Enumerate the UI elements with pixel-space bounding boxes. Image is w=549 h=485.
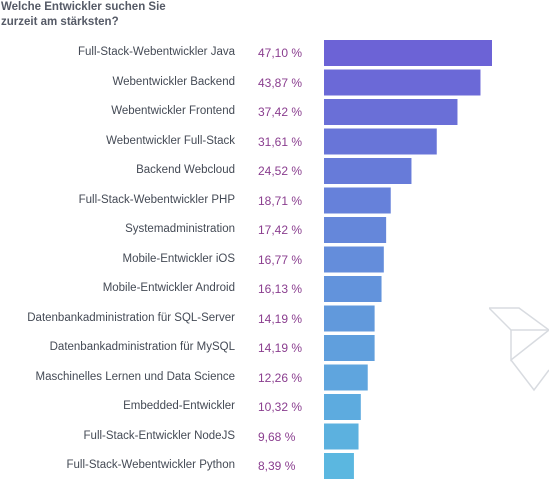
bar xyxy=(324,158,412,184)
bar-label: Full-Stack-Webentwickler Java xyxy=(77,46,235,58)
bar-value-label: 10,32 % xyxy=(258,400,303,414)
bar-label: Backend Webcloud xyxy=(136,164,235,176)
bar xyxy=(324,40,492,66)
bar xyxy=(324,128,437,155)
bar-label: Datenbankadministration für MySQL xyxy=(49,341,235,353)
bar xyxy=(324,217,387,243)
bar xyxy=(324,394,361,420)
bar xyxy=(324,453,354,479)
bar-label: Systemadministration xyxy=(125,223,235,235)
bar-label: Full-Stack-Entwickler NodeJS xyxy=(83,429,235,442)
bar-value-label: 16,13 % xyxy=(258,282,303,296)
bar-value-label: 14,19 % xyxy=(258,341,303,355)
bar xyxy=(324,69,481,96)
chart-title-line-2: zurzeit am stärksten? xyxy=(1,16,119,28)
bar xyxy=(324,364,368,391)
bar-label: Full-Stack-Webentwickler Python xyxy=(66,459,235,471)
bar xyxy=(324,187,391,214)
bar xyxy=(324,305,375,332)
bar-label: Mobile-Entwickler iOS xyxy=(122,252,235,265)
bar-label: Webentwickler Backend xyxy=(112,75,235,88)
bar-label: Webentwickler Full-Stack xyxy=(106,134,235,147)
bar xyxy=(324,246,384,273)
bar-value-label: 37,42 % xyxy=(258,105,303,119)
bar-value-label: 9,68 % xyxy=(258,429,296,444)
bar-label: Webentwickler Frontend xyxy=(111,105,235,117)
chart-title: Welche Entwickler suchen Sie zurzeit am … xyxy=(1,0,301,30)
bar-value-label: 8,39 % xyxy=(258,459,296,473)
bar xyxy=(324,99,458,125)
bar-value-label: 12,26 % xyxy=(258,370,303,385)
bar xyxy=(324,423,359,450)
bar-value-label: 24,52 % xyxy=(258,164,303,178)
bar-label: Full-Stack-Webentwickler PHP xyxy=(78,193,235,206)
bar-label: Maschinelles Lernen und Data Science xyxy=(35,370,235,383)
bar-value-label: 18,71 % xyxy=(258,193,303,208)
bar-label: Datenbankadministration für SQL-Server xyxy=(27,311,235,324)
bar-label: Embedded-Entwickler xyxy=(123,400,235,412)
bar xyxy=(324,276,382,302)
chart-title-line-1: Welche Entwickler suchen Sie xyxy=(1,1,166,13)
bar-label: Mobile-Entwickler Android xyxy=(102,282,235,294)
bar-value-label: 16,77 % xyxy=(258,252,303,267)
bar-value-label: 43,87 % xyxy=(258,75,303,90)
bar-value-label: 31,61 % xyxy=(258,134,303,149)
bar-value-label: 14,19 % xyxy=(258,311,303,326)
bar-value-label: 17,42 % xyxy=(258,223,303,237)
bar xyxy=(324,335,375,361)
bar-value-label: 47,10 % xyxy=(258,46,303,60)
